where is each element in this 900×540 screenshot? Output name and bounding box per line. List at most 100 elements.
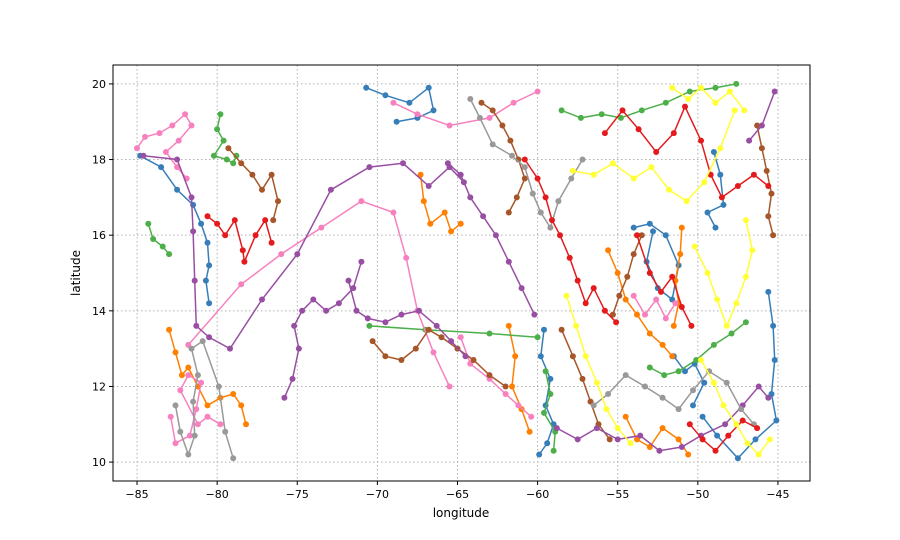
track-point xyxy=(544,440,551,447)
track-point xyxy=(656,447,663,454)
track-series-18 xyxy=(646,319,749,379)
track-point xyxy=(188,122,195,129)
track-point xyxy=(206,334,213,341)
track-point xyxy=(177,428,184,435)
track-point xyxy=(579,375,586,382)
track-point xyxy=(630,224,637,231)
track-point xyxy=(188,345,195,352)
track-point xyxy=(614,270,621,276)
track-point xyxy=(457,171,464,178)
track-point xyxy=(178,372,185,379)
track-point xyxy=(714,432,721,439)
track-point xyxy=(175,137,182,144)
track-line xyxy=(565,295,632,444)
track-point xyxy=(582,300,589,307)
track-point xyxy=(566,254,573,261)
track-point xyxy=(262,217,269,224)
track-point xyxy=(574,277,581,284)
track-point xyxy=(243,421,249,428)
track-series-15 xyxy=(366,322,541,341)
track-point xyxy=(710,379,717,386)
track-point xyxy=(223,156,230,163)
track-point xyxy=(489,107,496,114)
track-point xyxy=(733,421,740,428)
track-series-4 xyxy=(704,149,727,231)
track-point xyxy=(646,220,653,227)
track-point xyxy=(616,292,623,299)
track-series-44 xyxy=(686,417,761,454)
track-series-36 xyxy=(553,383,772,454)
track-point xyxy=(534,175,541,182)
track-point xyxy=(659,425,666,432)
track-point xyxy=(661,372,668,379)
track-point xyxy=(509,383,515,390)
track-point xyxy=(238,281,245,288)
track-point xyxy=(630,175,637,182)
track-point xyxy=(742,273,749,280)
track-point xyxy=(606,436,613,443)
track-point xyxy=(206,262,213,269)
track-point xyxy=(505,322,512,329)
track-point xyxy=(294,251,301,258)
track-point xyxy=(444,160,451,167)
track-point xyxy=(688,322,695,329)
track-series-0 xyxy=(363,84,437,125)
track-series-46 xyxy=(563,292,634,447)
track-point xyxy=(720,402,727,409)
track-point xyxy=(627,440,634,447)
track-series-30 xyxy=(609,232,645,318)
track-point xyxy=(521,164,528,171)
track-point xyxy=(358,258,365,265)
track-line xyxy=(393,90,538,127)
track-point xyxy=(156,130,163,137)
track-point xyxy=(672,300,679,307)
track-point xyxy=(425,326,432,333)
track-series-35 xyxy=(746,88,778,144)
track-point xyxy=(590,171,597,178)
track-point xyxy=(185,372,192,379)
track-point xyxy=(446,122,453,129)
track-point xyxy=(714,296,721,303)
track-point xyxy=(350,285,357,292)
track-series-26 xyxy=(369,326,509,390)
track-point xyxy=(712,224,719,231)
track-point xyxy=(512,353,519,360)
track-point xyxy=(549,217,555,224)
track-point xyxy=(690,402,696,409)
track-point xyxy=(682,368,688,375)
track-point xyxy=(529,190,536,197)
track-point xyxy=(593,425,600,432)
track-point xyxy=(425,183,432,189)
track-point xyxy=(758,145,765,152)
track-point xyxy=(662,232,669,239)
track-point xyxy=(739,417,746,424)
y-axis-label: latitude xyxy=(69,250,83,296)
track-point xyxy=(601,307,608,314)
track-point xyxy=(685,451,692,458)
track-point xyxy=(542,368,549,375)
track-point xyxy=(275,198,281,205)
track-point xyxy=(366,322,373,329)
track-point xyxy=(646,270,653,276)
track-point xyxy=(614,425,621,432)
track-point xyxy=(704,209,711,216)
track-point xyxy=(558,326,565,333)
track-line xyxy=(560,329,611,440)
track-point xyxy=(550,447,557,454)
x-tick-label: −50 xyxy=(686,488,709,501)
track-point xyxy=(758,122,765,129)
track-line xyxy=(136,113,193,179)
track-point xyxy=(685,96,692,102)
track-point xyxy=(622,372,629,379)
track-point xyxy=(182,111,189,118)
track-point xyxy=(486,330,493,337)
track-point xyxy=(174,164,181,171)
track-point xyxy=(166,251,173,258)
track-point xyxy=(390,209,397,216)
track-point xyxy=(553,425,560,432)
track-point xyxy=(712,447,719,454)
track-point xyxy=(614,436,621,443)
track-point xyxy=(478,99,485,106)
track-point xyxy=(259,296,265,303)
track-point xyxy=(398,357,405,363)
